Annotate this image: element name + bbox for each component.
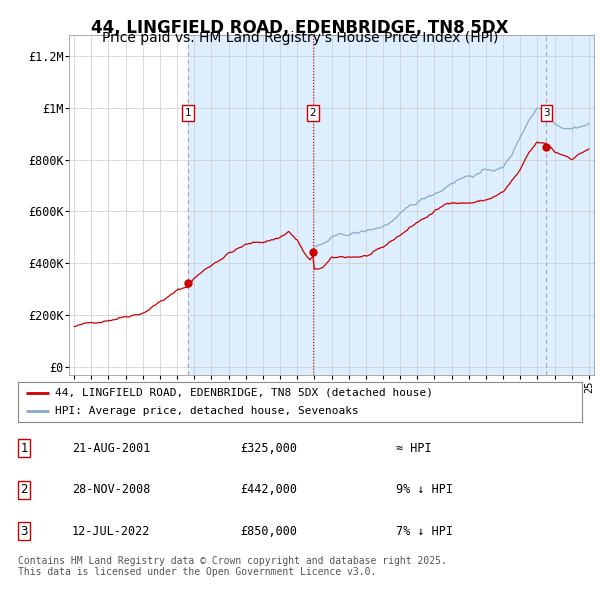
Text: Price paid vs. HM Land Registry's House Price Index (HPI): Price paid vs. HM Land Registry's House … [102,31,498,45]
Text: 21-AUG-2001: 21-AUG-2001 [72,442,151,455]
Text: 44, LINGFIELD ROAD, EDENBRIDGE, TN8 5DX (detached house): 44, LINGFIELD ROAD, EDENBRIDGE, TN8 5DX … [55,388,433,398]
Text: 28-NOV-2008: 28-NOV-2008 [72,483,151,496]
Text: 1: 1 [20,442,28,455]
Text: £442,000: £442,000 [240,483,297,496]
Text: 7% ↓ HPI: 7% ↓ HPI [396,525,453,537]
Text: HPI: Average price, detached house, Sevenoaks: HPI: Average price, detached house, Seve… [55,406,358,416]
Text: 3: 3 [20,525,28,537]
Text: 3: 3 [543,108,550,118]
Bar [188,35,594,375]
Text: £850,000: £850,000 [240,525,297,537]
Text: 2: 2 [20,483,28,496]
Text: Contains HM Land Registry data © Crown copyright and database right 2025.
This d: Contains HM Land Registry data © Crown c… [18,556,447,578]
Text: 9% ↓ HPI: 9% ↓ HPI [396,483,453,496]
Text: 2: 2 [310,108,316,118]
Text: 44, LINGFIELD ROAD, EDENBRIDGE, TN8 5DX: 44, LINGFIELD ROAD, EDENBRIDGE, TN8 5DX [91,19,509,38]
Text: ≈ HPI: ≈ HPI [396,442,431,455]
Text: £325,000: £325,000 [240,442,297,455]
Text: 12-JUL-2022: 12-JUL-2022 [72,525,151,537]
Text: 1: 1 [185,108,191,118]
